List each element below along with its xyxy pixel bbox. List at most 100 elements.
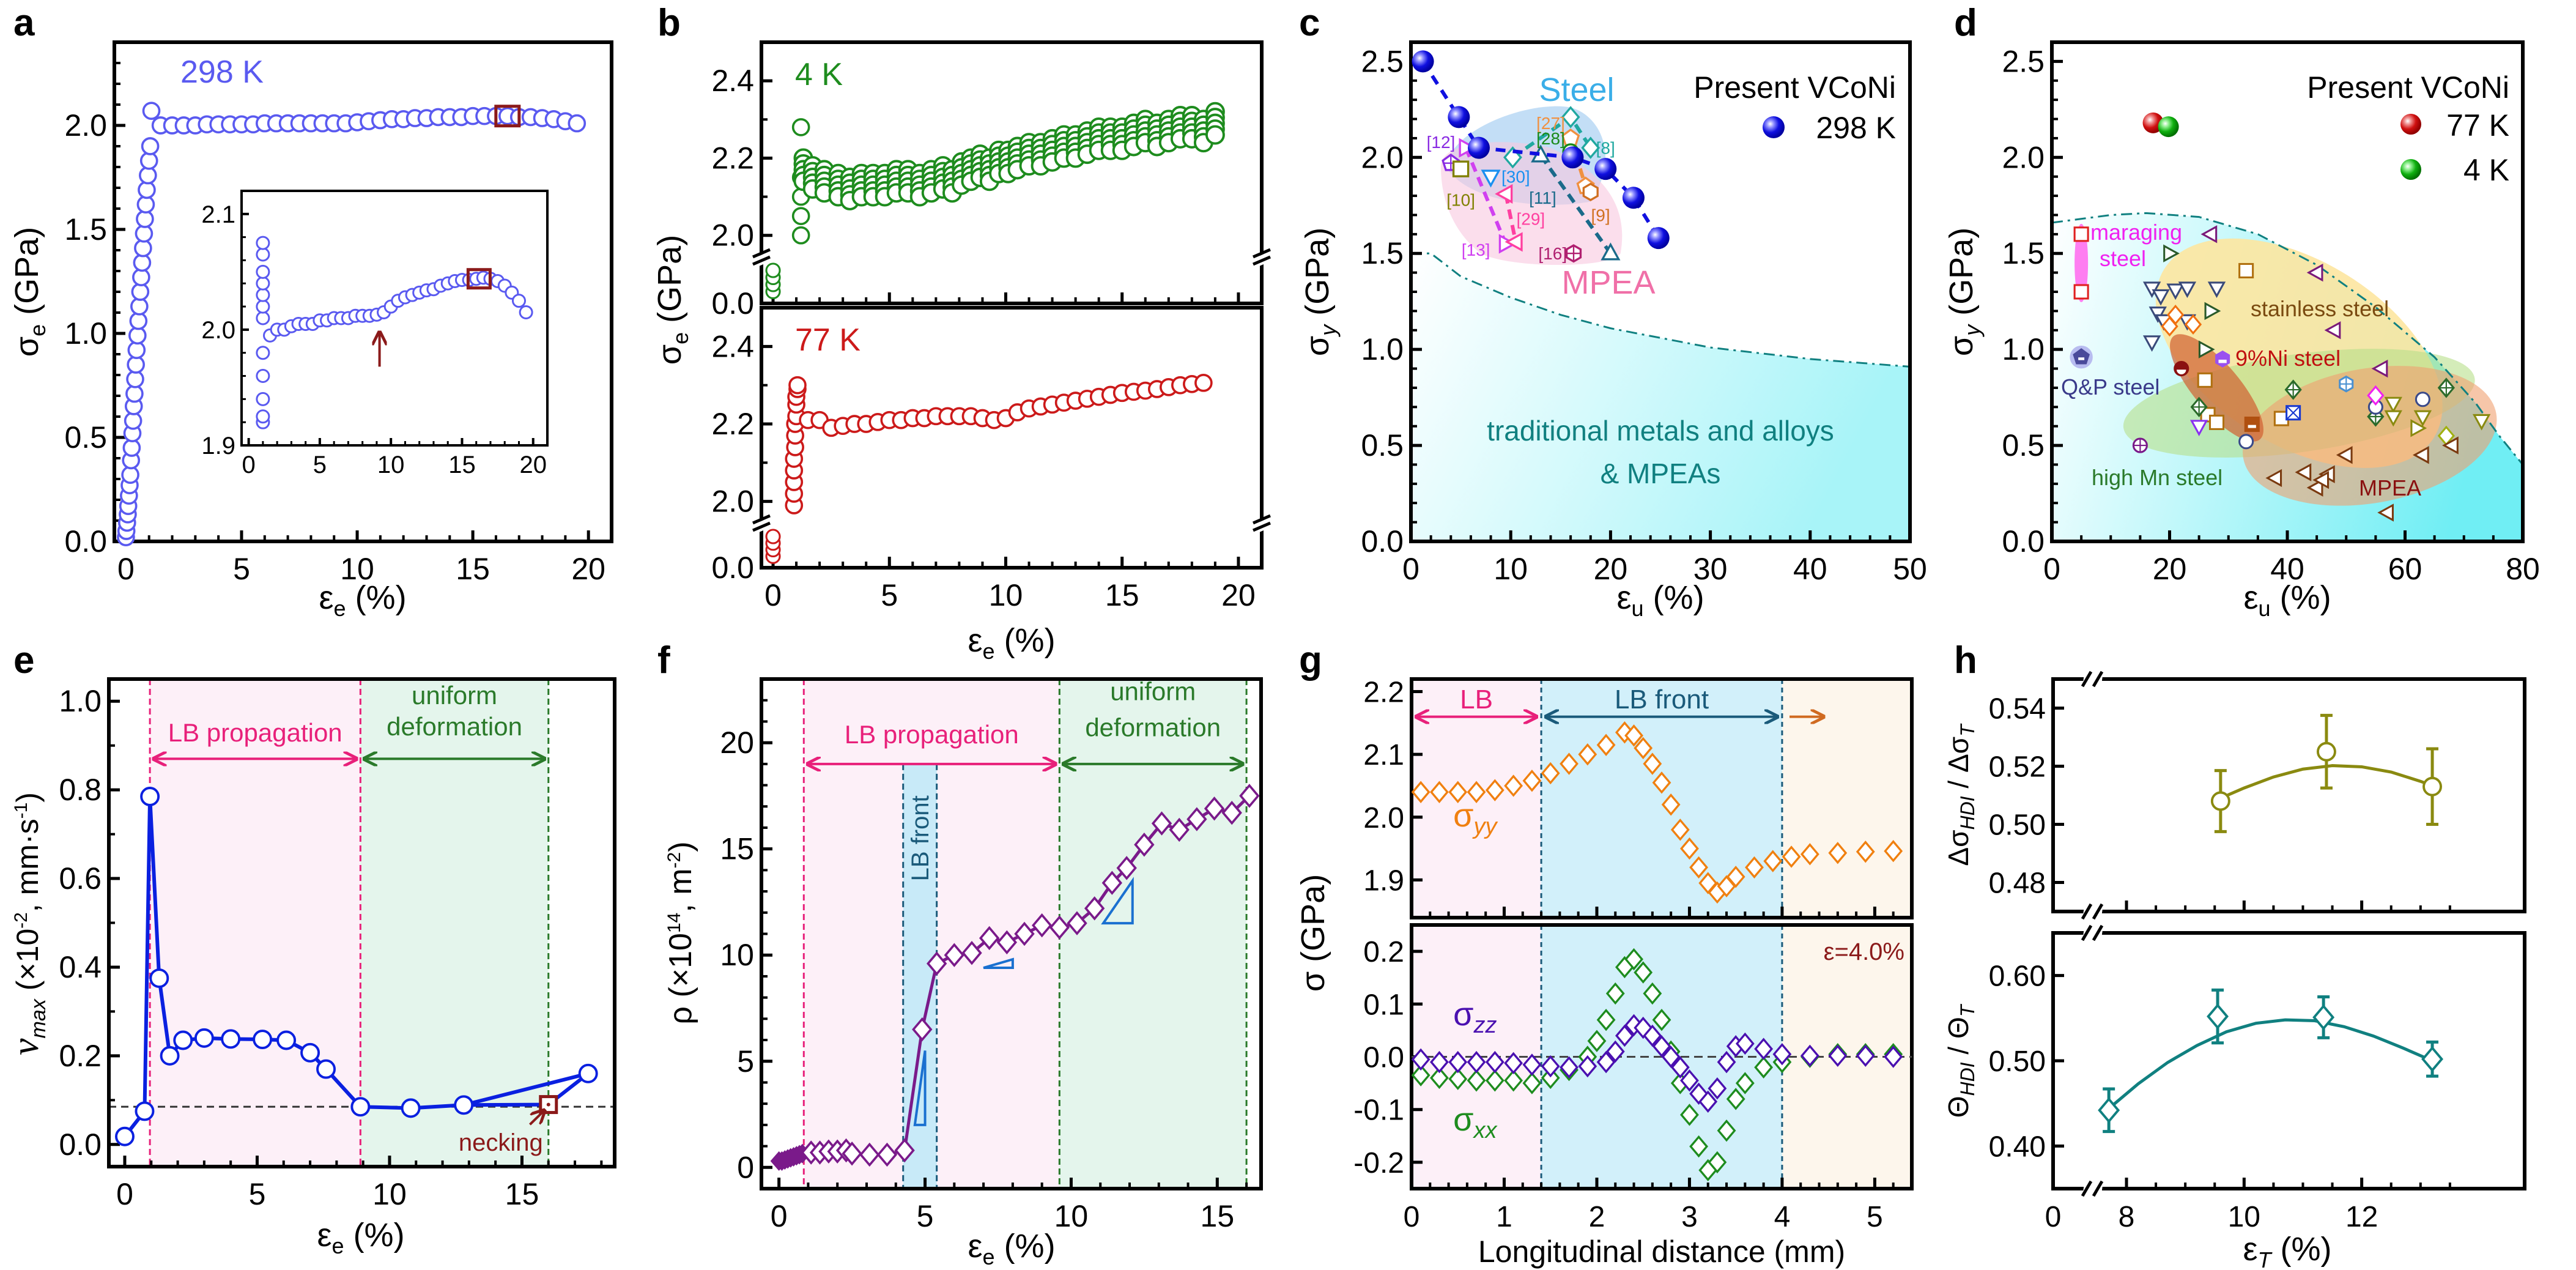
literature-point (2295, 463, 2312, 481)
literature-point (2285, 405, 2301, 421)
data-point (300, 1042, 320, 1063)
literature-point (2073, 284, 2089, 300)
qp-steel-label: Q&P steel (2061, 374, 2160, 399)
stainless-label: stainless steel (2251, 296, 2389, 321)
present-point (1594, 158, 1617, 180)
inset-frame (240, 190, 549, 447)
fit-curve (2108, 1018, 2434, 1110)
lb-front-label: LB front (1615, 685, 1709, 715)
data-point-σyy (1689, 856, 1708, 879)
data-point-σxx (1504, 1069, 1523, 1092)
subpanel-frame-1 (760, 306, 1264, 570)
y-tick-label: 15 (720, 832, 754, 866)
data-point-σzz (1596, 1050, 1616, 1074)
velocity-line (123, 796, 589, 1138)
data-point-σyy (1782, 845, 1801, 868)
present-point-4k (2158, 116, 2179, 138)
y-tick-label: 2.2 (711, 141, 754, 175)
literature-point (2339, 375, 2354, 393)
y-tick-label: -0.1 (1353, 1094, 1404, 1127)
subpanel-frame-bot (2051, 931, 2526, 1190)
sigma-zz-label: σzz (1453, 996, 1497, 1038)
data-point (1186, 807, 1207, 831)
y-axis-label-d: σy (GPa) (1943, 228, 1985, 356)
inset-x-tick-label: 20 (519, 451, 547, 478)
data-point (253, 1030, 273, 1050)
subpanel-frame-top (1410, 677, 1914, 919)
data-point-σzz (1560, 1056, 1579, 1079)
y-tick-label: 0.5 (1361, 428, 1404, 462)
literature-point (2324, 321, 2341, 340)
axis-break-mark (2081, 924, 2104, 941)
axis-break-mark (1253, 514, 1271, 532)
series-label-4k: 4 K (795, 57, 843, 92)
reference-point (1581, 136, 1601, 159)
reference-label: [16] (1538, 244, 1567, 263)
literature-point (2442, 436, 2459, 455)
panel-letter-b: b (657, 2, 681, 44)
data-point-σzz (1680, 1069, 1699, 1092)
panel-b-chart: 2.0 2.2 2.4 0.0 4 K 2.0 2.2 2.4 0.0 77 K 0 5 10 15 20 ε… (651, 40, 1271, 664)
data-point (454, 1095, 474, 1115)
x-axis-label-h: εT (%) (2243, 1231, 2331, 1270)
data-point-σxx (1411, 1064, 1430, 1086)
data-point (401, 1098, 421, 1118)
y-tick-label: 0.2 (1363, 936, 1404, 968)
literature-point (2142, 281, 2161, 299)
literature-point (2244, 417, 2260, 433)
literature-point (2198, 340, 2215, 358)
literature-point (2377, 503, 2394, 522)
data-point (961, 941, 982, 965)
x-tick-label-zero: 0 (2045, 1201, 2062, 1233)
x-tick-label: 5 (1867, 1201, 1883, 1233)
y-tick-label: 0.0 (1361, 524, 1404, 559)
y-tick-label: 1.5 (64, 212, 107, 247)
data-point-σyy (1624, 724, 1643, 747)
necking-arrow (529, 1110, 544, 1126)
y-tick-label: 5 (737, 1044, 754, 1079)
x-tick-label: 4 (1774, 1201, 1791, 1233)
reference-point (1565, 244, 1582, 263)
y-tick-label: 1.0 (1361, 332, 1404, 366)
reference-label: [28] (1536, 129, 1565, 148)
traditional-label-2: & MPEAs (1601, 458, 1721, 489)
literature-point (2163, 244, 2180, 262)
strain-annotation: ε=4.0% (1824, 938, 1904, 965)
data-point (2422, 776, 2442, 797)
present-point (1647, 227, 1670, 250)
reference-point (1495, 184, 1513, 204)
y-tick-label: 2.4 (711, 64, 754, 98)
data-point-σyy (1884, 840, 1903, 863)
y-axis-label-f: ρ (×1014, m-2) (663, 841, 698, 1024)
literature-point (2149, 306, 2167, 323)
x-tick-label: 15 (505, 1177, 539, 1211)
reference-line (1539, 154, 1612, 254)
literature-point (2152, 289, 2170, 306)
x-tick-label: 0 (771, 1199, 788, 1233)
y-tick-label: 2.0 (711, 218, 754, 253)
reference-label: [27] (1536, 114, 1565, 133)
x-tick-label: 10 (372, 1177, 407, 1211)
x-tick-label: 5 (917, 1199, 934, 1233)
x-tick-label: 0 (1402, 552, 1419, 586)
x-axis-label-b: εe (%) (968, 622, 1055, 664)
literature-point (2312, 470, 2330, 489)
data-point (1084, 896, 1105, 921)
data-point-σzz (1541, 1055, 1560, 1078)
data-point-σyy (1680, 837, 1699, 860)
panel-letter-h: h (1954, 639, 1977, 681)
data-point-σxx (1634, 961, 1653, 984)
inset-data-point (256, 369, 270, 384)
data-point-σxx (1596, 1008, 1616, 1031)
data-point (1116, 856, 1137, 880)
necking-marker-dot (546, 1102, 550, 1107)
data-point-σzz (1504, 1052, 1523, 1075)
data-point-σyy (1800, 843, 1819, 866)
data-point-σxx (1643, 982, 1662, 1005)
subpanel-frame-0 (760, 40, 1264, 305)
y-tick-label: 2.0 (64, 108, 107, 143)
reference-point (1561, 106, 1580, 128)
data-point (115, 1126, 135, 1146)
data-point (2207, 1003, 2229, 1030)
